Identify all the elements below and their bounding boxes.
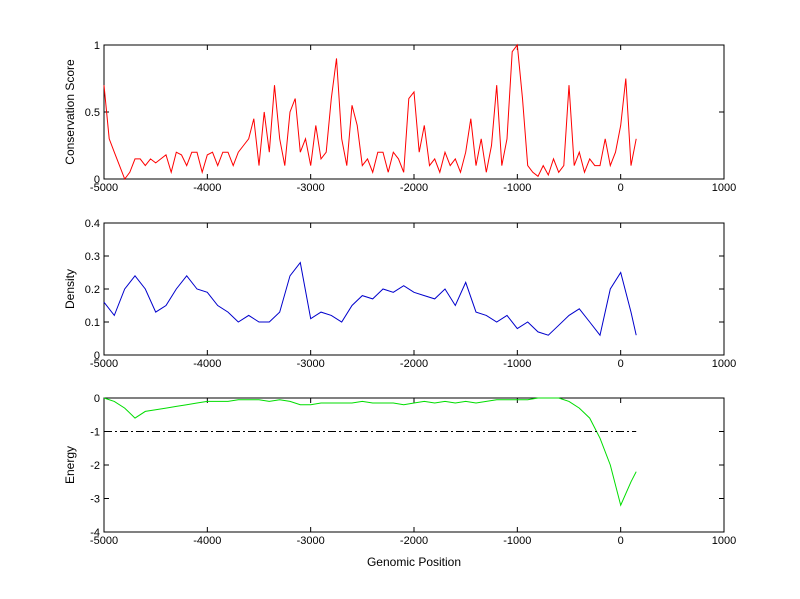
axes-box (103, 397, 725, 533)
y-tick-label: 1 (94, 40, 100, 52)
y-tick-label: 0.1 (85, 317, 100, 329)
y-axis-label: Density (63, 269, 77, 309)
data-line (103, 397, 637, 507)
x-tick-label: -4000 (193, 358, 221, 370)
y-tick-label: -2 (90, 460, 100, 472)
x-axis-label: Genomic Position (367, 555, 461, 569)
x-tick-label: -5000 (90, 182, 118, 194)
x-tick-label: -2000 (400, 182, 428, 194)
x-tick-label: -1000 (503, 535, 531, 547)
y-tick-label: -4 (90, 527, 100, 539)
axes-box (103, 44, 725, 180)
x-tick-label: -5000 (90, 358, 118, 370)
x-tick-label: -3000 (297, 358, 325, 370)
x-tick-label: 1000 (712, 182, 736, 194)
data-line (103, 43, 637, 181)
x-tick-label: 0 (618, 182, 624, 194)
x-tick-label: -2000 (400, 535, 428, 547)
x-tick-label: -1000 (503, 182, 531, 194)
axes-box (103, 222, 725, 356)
x-tick-label: 0 (618, 535, 624, 547)
data-line (103, 261, 637, 337)
x-tick-label: 1000 (712, 358, 736, 370)
x-tick-label: -1000 (503, 358, 531, 370)
y-axis-label: Conservation Score (63, 59, 77, 165)
y-tick-label: 0.3 (85, 251, 100, 263)
y-tick-label: -3 (90, 494, 100, 506)
x-tick-label: -2000 (400, 358, 428, 370)
y-tick-label: 0.4 (85, 218, 100, 230)
y-axis-label: Energy (63, 446, 77, 484)
x-tick-label: -4000 (193, 182, 221, 194)
y-tick-label: 0.2 (85, 284, 100, 296)
x-tick-label: 0 (618, 358, 624, 370)
y-tick-label: 0 (94, 174, 100, 186)
x-tick-label: 1000 (712, 535, 736, 547)
y-tick-label: 0 (94, 393, 100, 405)
x-tick-label: -4000 (193, 535, 221, 547)
y-tick-label: 0.5 (85, 107, 100, 119)
y-tick-label: 0 (94, 350, 100, 362)
y-tick-label: -1 (90, 427, 100, 439)
x-tick-label: -5000 (90, 535, 118, 547)
x-tick-label: -3000 (297, 182, 325, 194)
x-tick-label: -3000 (297, 535, 325, 547)
